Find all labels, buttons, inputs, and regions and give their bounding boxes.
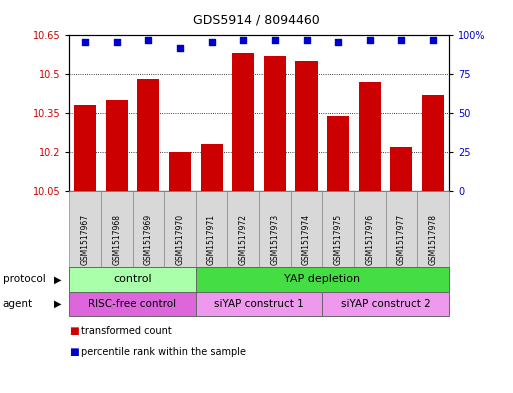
Text: GSM1517972: GSM1517972 <box>239 214 248 265</box>
Bar <box>359 82 381 191</box>
Point <box>81 39 89 45</box>
Text: siYAP construct 1: siYAP construct 1 <box>214 299 304 309</box>
Bar <box>137 79 160 191</box>
Point <box>239 37 247 43</box>
Point <box>144 37 152 43</box>
Text: YAP depletion: YAP depletion <box>284 274 361 285</box>
Text: GSM1517975: GSM1517975 <box>333 214 343 265</box>
Text: siYAP construct 2: siYAP construct 2 <box>341 299 430 309</box>
Text: GSM1517973: GSM1517973 <box>270 214 280 265</box>
Bar <box>327 116 349 191</box>
Text: ■: ■ <box>69 347 79 357</box>
Point <box>366 37 374 43</box>
Text: GSM1517978: GSM1517978 <box>428 214 438 265</box>
Bar <box>74 105 96 191</box>
Point <box>113 39 121 45</box>
Point <box>176 45 184 51</box>
Bar <box>232 53 254 191</box>
Bar <box>295 61 318 191</box>
Text: ▶: ▶ <box>54 274 62 285</box>
Point <box>334 39 342 45</box>
Bar <box>390 147 412 191</box>
Bar <box>422 95 444 191</box>
Text: ■: ■ <box>69 326 79 336</box>
Bar <box>106 100 128 191</box>
Text: GSM1517974: GSM1517974 <box>302 214 311 265</box>
Text: GSM1517970: GSM1517970 <box>175 214 185 265</box>
Text: RISC-free control: RISC-free control <box>88 299 176 309</box>
Text: GSM1517969: GSM1517969 <box>144 214 153 265</box>
Text: GDS5914 / 8094460: GDS5914 / 8094460 <box>193 14 320 27</box>
Bar <box>264 56 286 191</box>
Bar <box>169 152 191 191</box>
Text: GSM1517976: GSM1517976 <box>365 214 374 265</box>
Bar <box>201 144 223 191</box>
Text: GSM1517971: GSM1517971 <box>207 214 216 265</box>
Text: ▶: ▶ <box>54 299 62 309</box>
Point <box>271 37 279 43</box>
Text: GSM1517977: GSM1517977 <box>397 214 406 265</box>
Text: transformed count: transformed count <box>81 326 171 336</box>
Text: protocol: protocol <box>3 274 45 285</box>
Text: control: control <box>113 274 152 285</box>
Point <box>397 37 405 43</box>
Point <box>207 39 215 45</box>
Text: agent: agent <box>3 299 33 309</box>
Text: GSM1517967: GSM1517967 <box>81 214 90 265</box>
Point <box>429 37 437 43</box>
Text: percentile rank within the sample: percentile rank within the sample <box>81 347 246 357</box>
Text: GSM1517968: GSM1517968 <box>112 214 121 265</box>
Point <box>302 37 310 43</box>
